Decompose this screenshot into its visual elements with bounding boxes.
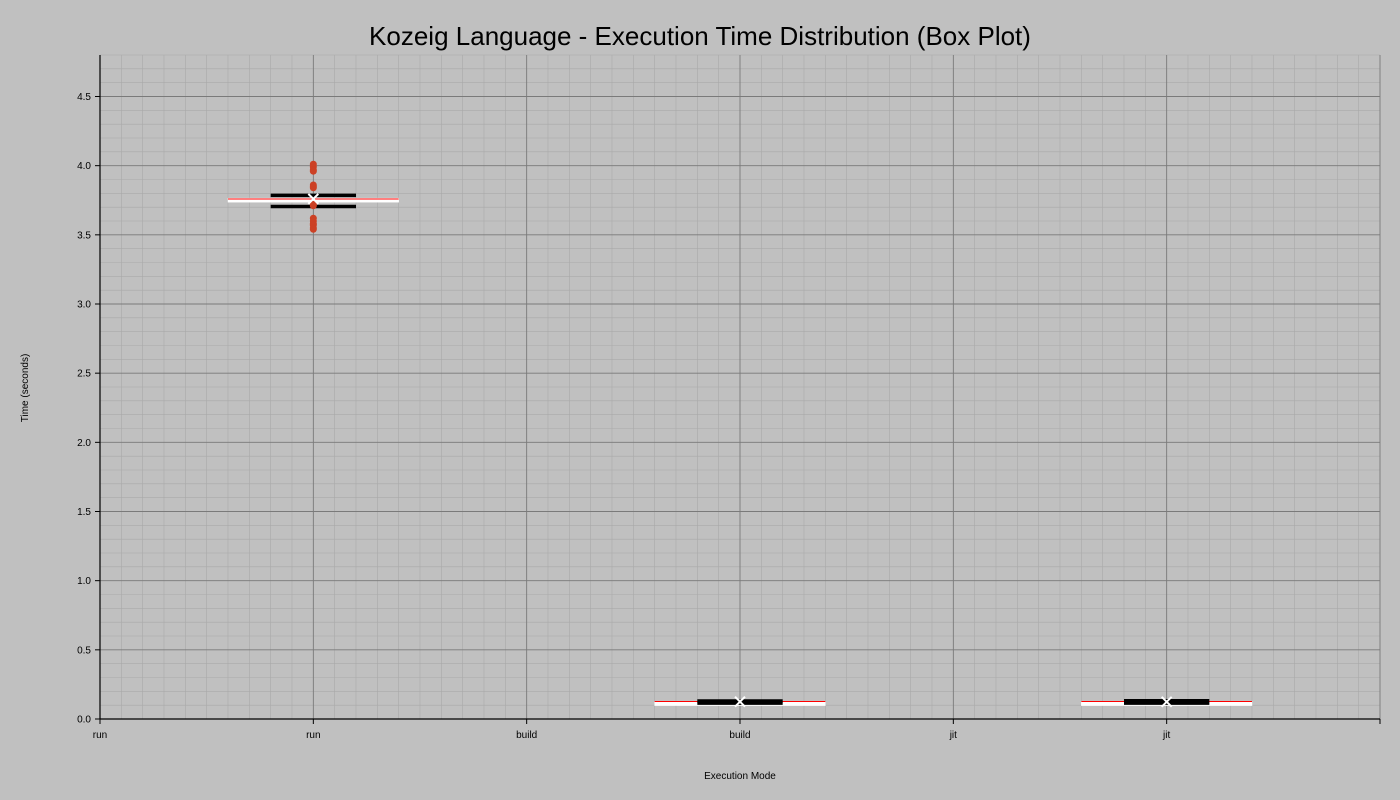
chart-title: Kozeig Language - Execution Time Distrib… — [369, 21, 1031, 51]
y-tick-label: 4.0 — [77, 161, 91, 172]
mean-marker — [1160, 696, 1173, 708]
y-tick-label: 1.0 — [77, 576, 91, 587]
y-tick-label: 4.5 — [77, 92, 91, 103]
outlier-point — [309, 184, 317, 192]
x-tick-label: run — [93, 730, 107, 741]
grid-layer — [99, 54, 1381, 720]
y-tick-label: 1.5 — [77, 507, 91, 518]
x-axis-label: Execution Mode — [704, 771, 776, 782]
boxes-layer — [227, 160, 1253, 708]
x-tick-label: run — [306, 730, 320, 741]
y-tick-label: 0.0 — [77, 715, 91, 726]
box-run — [227, 160, 399, 233]
x-tick-label: jit — [1162, 730, 1170, 741]
y-tick-label: 3.5 — [77, 230, 91, 241]
y-tick-label: 3.0 — [77, 300, 91, 311]
mean-marker — [734, 696, 746, 708]
x-tick-label: jit — [949, 730, 957, 741]
x-tick-label: build — [729, 730, 750, 741]
y-tick-label: 0.5 — [77, 645, 91, 656]
x-tick-label: build — [516, 730, 537, 741]
outlier-point — [309, 167, 317, 175]
box-build — [654, 696, 826, 708]
outlier-point — [309, 225, 317, 233]
y-tick-label: 2.5 — [77, 369, 91, 380]
mean-marker — [307, 193, 320, 205]
y-axis-label: Time (seconds) — [20, 354, 31, 423]
box-jit — [1081, 696, 1253, 708]
ticks-layer: 0.0 0.5 1.0 1.5 2.0 2.5 3.0 3.5 4.0 4.5 run run buil… — [77, 92, 1381, 741]
y-tick-label: 2.0 — [77, 438, 91, 449]
outlier-point — [309, 202, 317, 210]
